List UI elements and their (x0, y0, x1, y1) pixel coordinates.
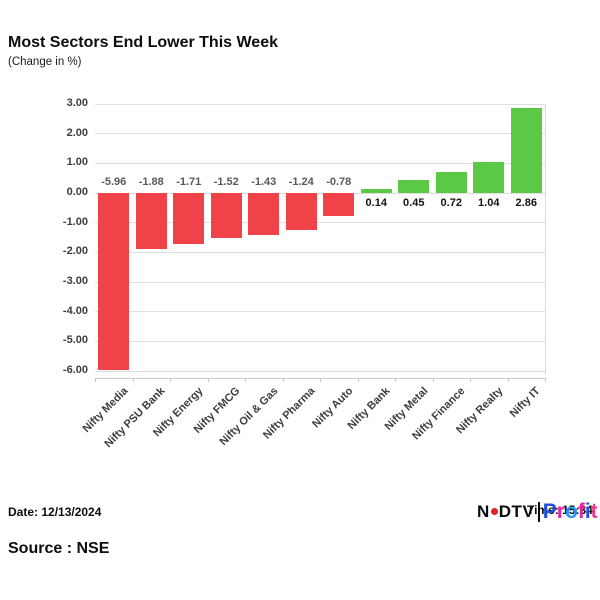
gridline (95, 133, 545, 135)
x-axis-tick (395, 378, 396, 382)
x-axis-tick (432, 378, 434, 382)
gridline (95, 162, 545, 164)
profit-logo-text: Profit (542, 500, 598, 523)
gridline (95, 222, 545, 224)
x-axis-tick (132, 378, 134, 382)
gridline (95, 103, 545, 105)
bar-value-label: 2.86 (515, 197, 537, 209)
bar-positive (360, 188, 392, 193)
bar-positive (398, 179, 430, 193)
x-axis-tick (507, 378, 509, 382)
ndtv-profit-logo: N DTV Profit (477, 501, 598, 522)
source-label: Source : NSE (8, 540, 110, 557)
bar-value-label: 0.14 (365, 197, 387, 209)
page-subtitle: (Change in %) (8, 56, 82, 68)
y-axis-tick-label: 2.00 (66, 126, 88, 139)
y-axis-tick-label: -6.00 (62, 364, 88, 376)
x-axis-tick (545, 378, 546, 382)
page-title: Most Sectors End Lower This Week (8, 34, 278, 51)
bar-negative (173, 193, 205, 244)
bar-value-label: -1.52 (213, 176, 239, 188)
date-label: Date: 12/13/2024 (8, 505, 102, 519)
bar-value-label: -1.24 (288, 176, 314, 188)
bar-value-label: -0.78 (326, 176, 352, 188)
x-axis-tick (470, 378, 471, 382)
bar-value-label: 0.72 (440, 197, 462, 209)
bar-positive (435, 171, 467, 193)
y-axis-tick-label: -4.00 (62, 304, 88, 317)
bar-value-label: -1.71 (176, 176, 202, 188)
bar-negative (210, 193, 242, 239)
bar-negative (323, 193, 355, 217)
bar-negative (98, 193, 130, 370)
logo-divider (538, 501, 540, 522)
gridline (95, 340, 545, 342)
bar-value-label: 1.04 (478, 197, 500, 209)
plot-right-border (545, 104, 546, 374)
y-axis-tick-label: -5.00 (62, 334, 88, 347)
ndtv-logo-text: N DTV (477, 501, 535, 521)
bar-positive (473, 162, 505, 193)
x-axis-tick (207, 378, 209, 382)
time-label: Time: 15:34 (527, 503, 593, 517)
gridline (95, 311, 545, 313)
y-axis-tick-label: -2.00 (62, 245, 88, 258)
gridline (95, 192, 545, 194)
bar-value-label: -5.96 (101, 176, 127, 188)
y-axis-tick-label: 3.00 (66, 97, 88, 109)
bar-value-label: -1.43 (251, 176, 277, 188)
y-axis-tick-label: -1.00 (62, 215, 88, 228)
gridline (95, 370, 545, 372)
gridline (95, 281, 545, 283)
x-axis-tick (245, 378, 246, 382)
y-axis-tick-label: 1.00 (66, 156, 88, 169)
gridline (95, 251, 545, 253)
bar-positive (510, 108, 542, 193)
logo-red-dot-icon (490, 508, 498, 515)
y-axis-tick-label: 0.00 (66, 186, 88, 198)
bar-value-label: -1.88 (138, 176, 164, 188)
x-axis-tick (95, 378, 96, 382)
bar-negative (248, 193, 280, 236)
x-axis-tick (320, 378, 321, 382)
x-axis-tick (282, 378, 284, 382)
x-axis-tick (170, 378, 171, 382)
y-axis-tick-label: -3.00 (62, 275, 88, 287)
x-axis-tick (357, 378, 359, 382)
bar-negative (135, 193, 167, 249)
bar-negative (285, 193, 317, 230)
bar-value-label: 0.45 (403, 197, 425, 209)
